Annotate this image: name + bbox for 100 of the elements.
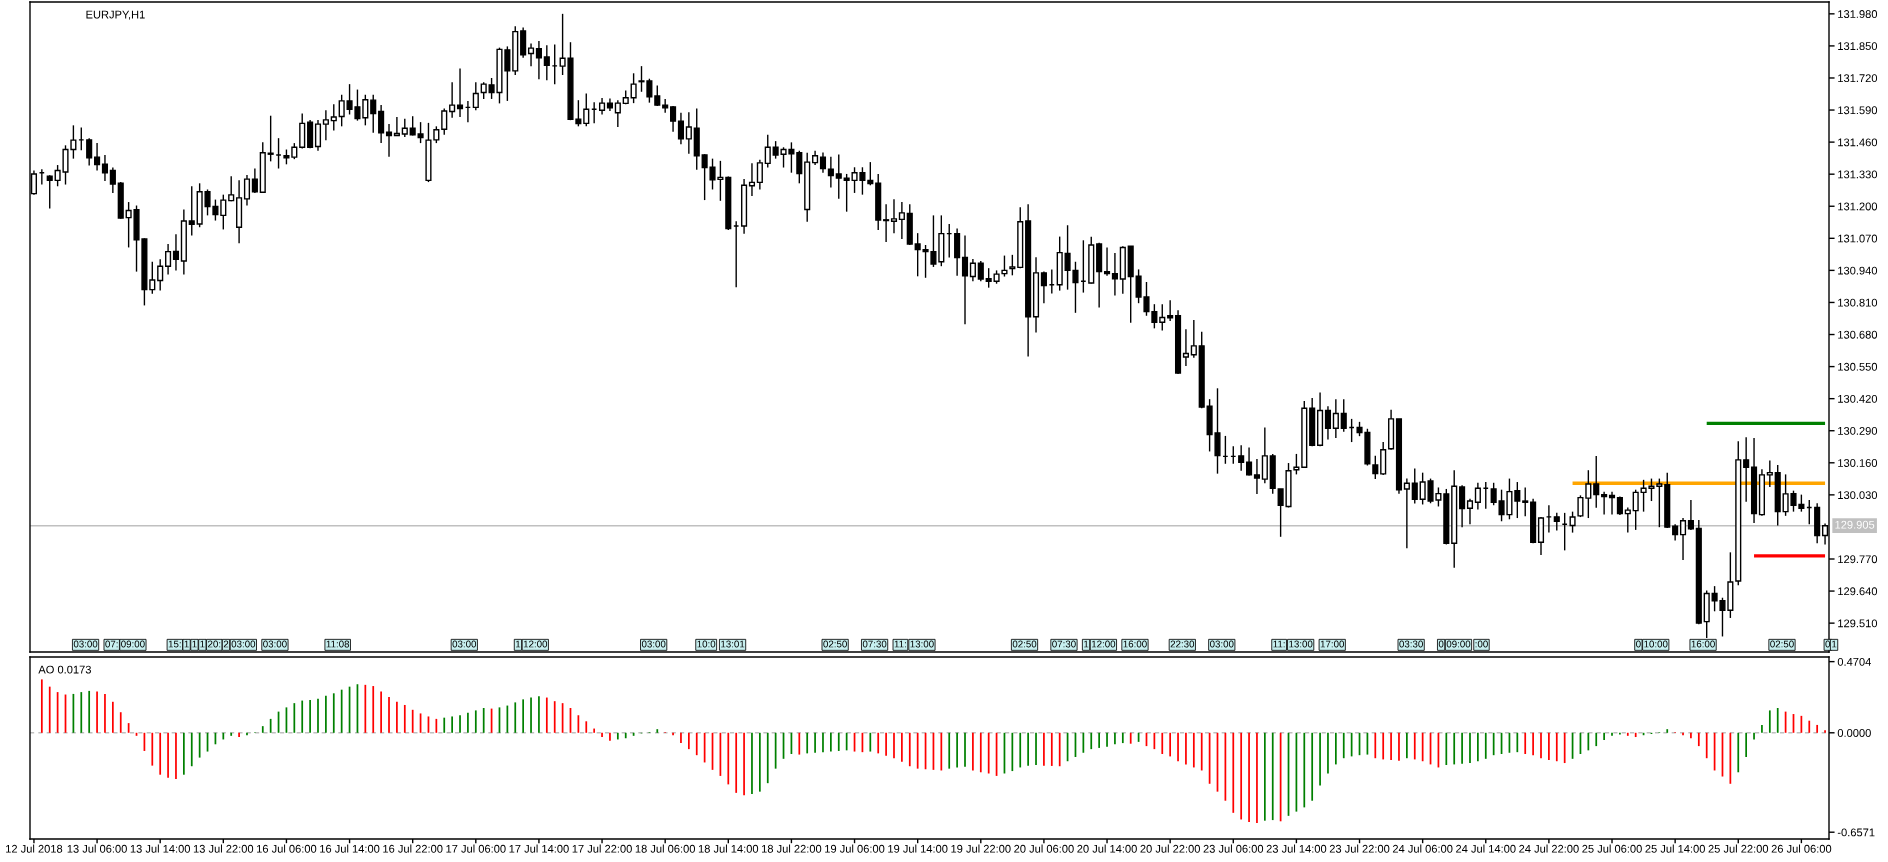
candlestick [867, 161, 874, 186]
x-tick-label: 23 Jul 06:00 [1203, 844, 1264, 853]
candlestick [1608, 490, 1616, 516]
candlestick [1253, 458, 1261, 495]
annotation: 13:00 [1289, 640, 1313, 648]
annotation: 03:00 [263, 640, 287, 648]
candlestick [456, 67, 464, 118]
candlestick [370, 94, 377, 134]
x-tick-label: 13 Jul 06:00 [67, 844, 127, 853]
text: 1 [1832, 640, 1837, 648]
candlestick [1245, 446, 1253, 477]
candlestick [314, 119, 322, 152]
annotation: 03:00 [641, 640, 666, 648]
annotation: 12:00 [523, 640, 548, 648]
y-tick-label: 130.940 [1838, 266, 1878, 275]
x-tick-label: 16 Jul 22:00 [383, 844, 443, 853]
x-tick-label: 24 Jul 14:00 [1456, 844, 1516, 853]
candlestick [1167, 299, 1174, 322]
x-tick-label: 13 Jul 22:00 [193, 844, 254, 853]
candlestick [1474, 482, 1481, 511]
candlestick [1466, 498, 1474, 525]
candlestick [1601, 490, 1608, 516]
candlestick [1111, 252, 1118, 297]
candlestick [630, 72, 637, 104]
x-tick-label: 20 Jul 14:00 [1077, 844, 1137, 853]
candlestick [417, 121, 424, 144]
annotation: 17:00 [1320, 640, 1345, 648]
annotation: 1 [184, 640, 189, 648]
candlestick [1687, 499, 1694, 531]
y-tick-label: 129.640 [1838, 587, 1878, 596]
candlestick [322, 109, 329, 141]
y-tick-label: 131.330 [1838, 170, 1878, 179]
annotation: 1 [192, 640, 197, 648]
candlestick [401, 117, 408, 138]
candlestick [1009, 254, 1016, 277]
candlestick [94, 142, 101, 172]
candlestick [1372, 454, 1379, 480]
x-tick-label: 25 Jul 22:00 [1708, 844, 1769, 853]
annotation: 07:30 [862, 640, 887, 648]
annotation: 09:00 [1446, 640, 1471, 648]
x-tick-label: 20 Jul 22:00 [1140, 844, 1200, 853]
candlestick [449, 81, 456, 119]
y-tick-label: 130.420 [1838, 394, 1878, 403]
y-tick-label: 131.590 [1838, 106, 1878, 115]
candlestick [969, 258, 976, 282]
candlestick [520, 26, 527, 59]
candlestick [472, 81, 479, 111]
x-tick-label: 25 Jul 06:00 [1582, 844, 1642, 853]
annotation: 03:00 [452, 640, 477, 648]
candlestick [670, 105, 677, 133]
annotation: 1 [516, 640, 521, 648]
x-tick-label: 18 Jul 06:00 [635, 844, 696, 853]
annotation: 22:30 [1170, 640, 1195, 648]
annotation: 12:00 [1091, 640, 1116, 648]
candlestick [1190, 319, 1197, 359]
candlestick [1522, 486, 1529, 518]
annotation: 1 [200, 640, 205, 648]
candlestick [583, 92, 590, 128]
y-tick-label: 130.030 [1838, 491, 1878, 499]
candlestick [890, 198, 898, 234]
candlestick [157, 258, 164, 292]
x-tick-label: 18 Jul 14:00 [698, 844, 759, 853]
y-tick-label: -0.6571 [1837, 828, 1875, 837]
candlestick [1332, 398, 1339, 439]
candlestick [1182, 328, 1189, 367]
candlestick [614, 99, 621, 128]
annotation: :00 [1475, 640, 1488, 648]
candlestick [764, 134, 771, 169]
annotation: 03:00 [1209, 640, 1234, 648]
candlestick [378, 104, 385, 144]
annotation: 03:30 [1399, 640, 1423, 648]
candlestick [1593, 455, 1600, 509]
x-tick-label: 19 Jul 22:00 [951, 844, 1011, 853]
candlestick [243, 174, 251, 207]
ref-line-label: 129.905 [1835, 520, 1875, 529]
candlestick [251, 167, 258, 194]
candlestick [1679, 517, 1687, 561]
candlestick [1403, 477, 1410, 549]
x-tick-label: 24 Jul 22:00 [1519, 844, 1579, 853]
x-tick-label: 17 Jul 22:00 [572, 844, 632, 853]
candlestick [385, 123, 393, 158]
candlestick [1261, 426, 1268, 484]
candlestick [827, 155, 834, 189]
annotation: 02:50 [823, 640, 847, 648]
candlestick [165, 243, 172, 276]
candlestick [1238, 444, 1245, 472]
candlestick [1411, 467, 1418, 505]
candlestick [267, 115, 274, 163]
x-tick-label: 20 Jul 06:00 [1014, 844, 1074, 853]
y-tick-label: 130.680 [1838, 330, 1878, 339]
x-tick-label: 16 Jul 06:00 [257, 844, 317, 853]
annotation: 13:00 [910, 640, 934, 648]
y-tick-label: 130.550 [1838, 362, 1878, 371]
candlestick [441, 107, 448, 136]
candlestick [756, 159, 763, 191]
y-tick-label: 131.460 [1838, 138, 1878, 147]
candlestick [1040, 270, 1047, 304]
candlestick [299, 112, 306, 150]
y-tick-label: 0.4704 [1837, 657, 1871, 666]
y-tick-label: 129.770 [1838, 555, 1878, 564]
